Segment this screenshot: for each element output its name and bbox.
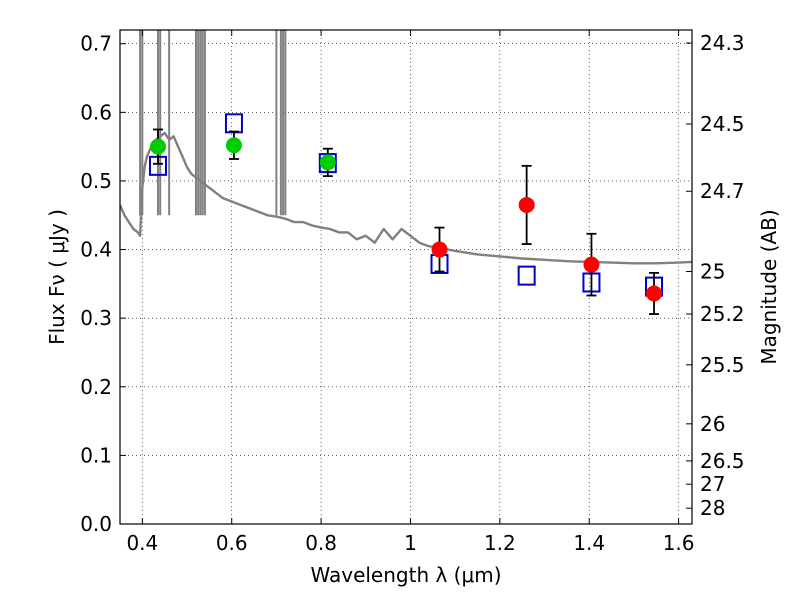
data-point bbox=[319, 154, 336, 171]
y-right-tick-label: 26.5 bbox=[700, 449, 745, 473]
x-axis-label: Wavelength λ (μm) bbox=[310, 563, 501, 587]
x-tick-label: 0.4 bbox=[126, 531, 158, 555]
data-point bbox=[583, 256, 600, 273]
y-right-tick-label: 25.5 bbox=[700, 353, 745, 377]
x-tick-label: 1.6 bbox=[663, 531, 695, 555]
data-point bbox=[149, 138, 166, 155]
y-axis-right-label: Magnitude (AB) bbox=[757, 209, 781, 364]
y-tick-label: 0.0 bbox=[80, 512, 112, 536]
y-right-tick-label: 28 bbox=[700, 496, 725, 520]
y-tick-label: 0.4 bbox=[80, 238, 112, 262]
y-right-tick-label: 27 bbox=[700, 472, 725, 496]
y-tick-label: 0.2 bbox=[80, 375, 112, 399]
data-point bbox=[646, 285, 663, 302]
plot-frame bbox=[119, 29, 693, 525]
y-right-tick-label: 25 bbox=[700, 260, 725, 284]
y-right-tick-label: 26 bbox=[700, 412, 725, 436]
model-photometry-square bbox=[224, 113, 243, 134]
y-right-tick-label: 24.5 bbox=[700, 112, 745, 136]
y-right-tick-label: 24.7 bbox=[700, 179, 745, 203]
x-tick-label: 1.2 bbox=[484, 531, 516, 555]
y-tick-label: 0.3 bbox=[80, 306, 112, 330]
y-tick-label: 0.5 bbox=[80, 169, 112, 193]
x-tick-label: 0.6 bbox=[216, 531, 248, 555]
y-tick-label: 0.7 bbox=[80, 32, 112, 56]
x-tick-label: 1 bbox=[404, 531, 417, 555]
y-tick-label: 0.6 bbox=[80, 100, 112, 124]
y-axis-label: Flux Fν ( μJy ) bbox=[45, 209, 69, 345]
y-tick-label: 0.1 bbox=[80, 443, 112, 467]
data-point bbox=[431, 241, 448, 258]
y-right-tick-label: 25.2 bbox=[700, 302, 745, 326]
model-photometry-square bbox=[517, 265, 536, 286]
ticks: 0.4 0.6 0.8 1 1.2 1.4 1.6 0.0 0.1 0.2 0.3 0.4 0.5 0.6… bbox=[80, 30, 745, 555]
x-tick-label: 1.4 bbox=[573, 531, 605, 555]
plot-content bbox=[120, 30, 692, 315]
x-tick-label: 0.8 bbox=[305, 531, 337, 555]
data-point bbox=[518, 196, 535, 213]
y-right-tick-label: 24.3 bbox=[700, 31, 745, 55]
data-point bbox=[225, 137, 242, 154]
